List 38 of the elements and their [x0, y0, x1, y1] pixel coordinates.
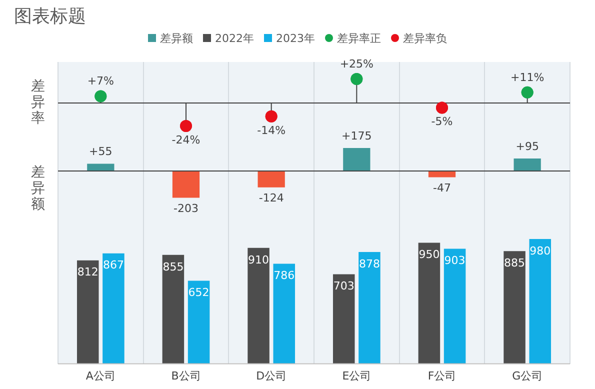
- data-label: -14%: [257, 124, 286, 137]
- data-label: +175: [342, 129, 372, 142]
- x-tick-label: G公司: [512, 369, 543, 382]
- data-label: +25%: [340, 57, 374, 70]
- x-tick-label: D公司: [256, 369, 287, 382]
- data-label: 903: [444, 254, 466, 268]
- x-tick-label: F公司: [428, 369, 456, 382]
- x-tick-label: B公司: [171, 369, 201, 382]
- data-label: 885: [504, 256, 526, 270]
- data-label: +7%: [87, 74, 114, 88]
- legend-label: 差异率正: [336, 31, 381, 46]
- data-label: 703: [333, 280, 354, 293]
- data-label: 980: [530, 244, 551, 258]
- data-label: 855: [162, 260, 184, 274]
- legend-label: 2023年: [275, 31, 315, 46]
- data-label: 652: [188, 286, 210, 300]
- x-tick-label: E公司: [342, 369, 372, 382]
- data-label: -47: [433, 182, 451, 195]
- chart-title: 图表标题: [14, 5, 86, 28]
- legend-label: 差异额: [159, 31, 193, 46]
- data-label: -24%: [172, 133, 200, 146]
- data-label: +55: [89, 145, 112, 158]
- data-label: 867: [102, 258, 124, 272]
- y-axis-title: 差异额: [31, 164, 45, 213]
- data-label: +95: [516, 140, 539, 153]
- x-tick-label: A公司: [86, 369, 116, 382]
- data-label: 950: [418, 248, 440, 262]
- data-label: 786: [274, 269, 295, 282]
- y-axis-title: 差异率: [31, 78, 45, 127]
- legend-label: 差异率负: [402, 31, 447, 46]
- legend-label: 2022年: [214, 31, 254, 46]
- data-label: 812: [77, 266, 98, 279]
- data-label: -203: [174, 202, 198, 216]
- data-label: 878: [358, 257, 380, 270]
- data-label: 910: [248, 253, 270, 266]
- data-label: -124: [258, 192, 284, 205]
- data-label: -5%: [431, 115, 453, 128]
- data-label: +11%: [510, 70, 544, 84]
